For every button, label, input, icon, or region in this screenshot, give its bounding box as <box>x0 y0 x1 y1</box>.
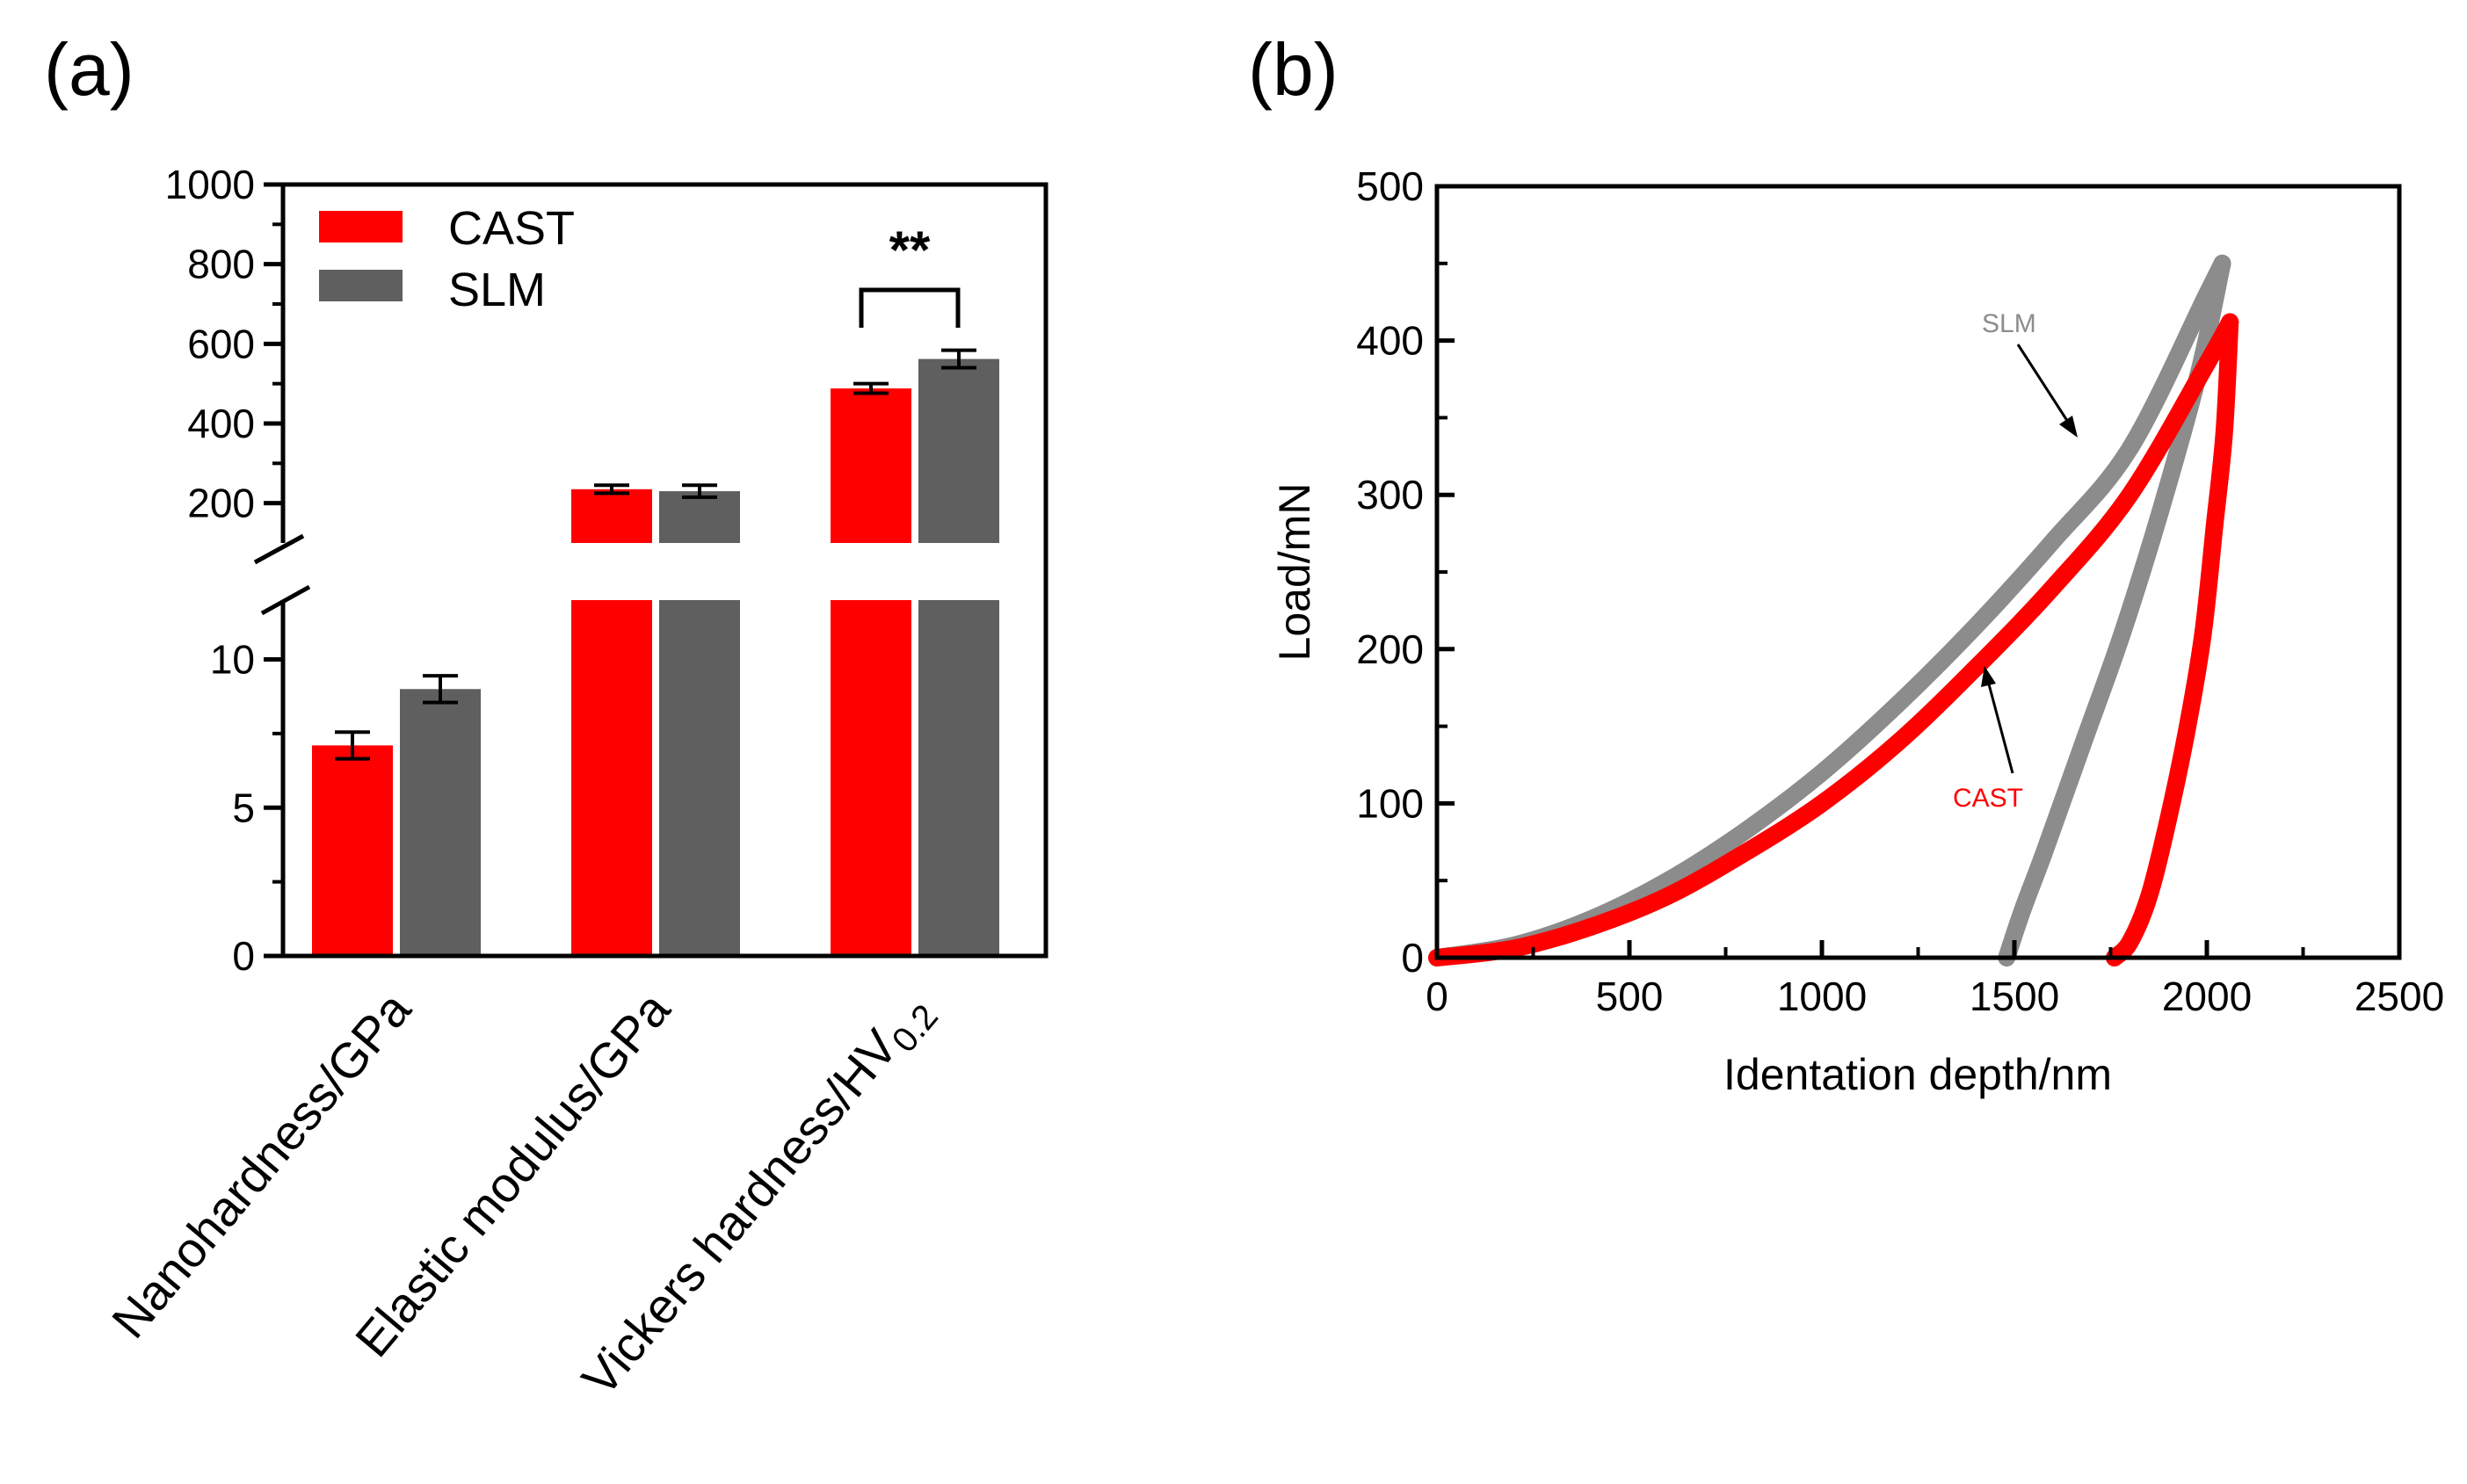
legend-swatch-slm <box>319 270 403 301</box>
panel-a-significance: ** <box>859 221 961 328</box>
slm-error-bar-2 <box>941 348 976 370</box>
upper-y-tick-label-600: 600 <box>187 321 255 366</box>
category-label-nanohardness: Nanohardness/GPa <box>101 981 422 1349</box>
panel-b-label: (b) <box>1248 28 1339 111</box>
annotation-cast-arrow <box>1986 680 2014 774</box>
panel-b-annotations: SLM CAST <box>1953 309 2078 813</box>
slm-bar-2-lower <box>918 600 999 956</box>
upper-y-tick-label-800: 800 <box>187 242 255 287</box>
panel-a-break-marks <box>253 533 311 616</box>
significance-bracket <box>859 287 961 328</box>
legend-swatch-cast <box>319 211 403 243</box>
panel-a-label: (a) <box>44 28 134 111</box>
cast-bar-1-lower <box>571 600 652 956</box>
panel-b-y-axis-title: Load/mN <box>1270 483 1319 662</box>
slm-bar-1-lower <box>659 600 740 956</box>
panel-a-categories: Nanohardness/GPa Elastic modulus/GPa Vic… <box>101 981 946 1407</box>
lower-y-tick-label-10: 10 <box>210 637 255 683</box>
panel-a-y-ticks: 0 5 10 200 400 600 800 1000 <box>165 162 283 979</box>
slm-bar-2-upper <box>918 358 999 543</box>
slm-bar-0 <box>400 689 481 956</box>
cast-unloading-curve <box>2105 313 2239 966</box>
y-tick-label-200: 200 <box>1356 626 1424 672</box>
x-tick-label-0: 0 <box>1426 974 1448 1019</box>
cast-bar-2-upper <box>831 388 911 543</box>
y-tick-label-500: 500 <box>1356 163 1424 209</box>
slm-loading-curve <box>1428 254 2231 966</box>
x-tick-label-2000: 2000 <box>2162 974 2252 1019</box>
x-tick-label-2500: 2500 <box>2355 974 2444 1019</box>
panel-b-ticks: 0 500 1000 1500 2000 2500 0 100 200 300 400 500 <box>1356 163 2444 1019</box>
cast-error-bar-0 <box>335 730 370 761</box>
y-tick-label-100: 100 <box>1356 780 1424 826</box>
annotation-cast-label: CAST <box>1953 784 2023 813</box>
lower-y-tick-label-5: 5 <box>232 785 255 830</box>
annotation-cast-arrowhead <box>1981 666 1996 687</box>
panel-a-bar-chart: (a) 0 5 10 200 400 600 800 1000 CAST SLM ** Nan… <box>44 28 1048 1407</box>
slm-error-bar-0 <box>423 674 458 705</box>
panel-a-axes <box>253 182 1048 959</box>
panel-a-error-bars <box>335 348 976 761</box>
upper-y-tick-label-200: 200 <box>187 481 255 526</box>
legend-label-cast: CAST <box>448 202 575 255</box>
cast-bar-1-upper <box>571 489 652 543</box>
lower-y-tick-label-0: 0 <box>232 933 255 979</box>
y-tick-label-300: 300 <box>1356 472 1424 518</box>
cast-bar-2-lower <box>831 600 911 956</box>
cast-error-bar-1 <box>594 483 629 496</box>
slm-error-bar-1 <box>682 483 717 499</box>
panel-a-bars <box>312 358 999 956</box>
legend-label-slm: SLM <box>448 264 546 316</box>
annotation-slm-label: SLM <box>1982 309 2036 338</box>
annotation-slm-arrowhead <box>2059 416 2078 438</box>
panel-a-legend: CAST SLM <box>319 202 575 316</box>
slm-bar-1-upper <box>659 491 740 543</box>
y-tick-label-0: 0 <box>1401 935 1424 981</box>
cast-loading-curve <box>1428 313 2239 966</box>
cast-error-bar-2 <box>853 381 889 395</box>
upper-y-tick-label-1000: 1000 <box>165 162 255 207</box>
upper-y-tick-label-400: 400 <box>187 401 255 446</box>
panel-b-line-chart: (b) 0 500 1000 1500 2000 2500 0 100 200 300 400 500… <box>1248 28 2444 1099</box>
panel-b-plot-frame <box>1434 184 2402 960</box>
cast-bar-0 <box>312 745 393 956</box>
y-tick-label-400: 400 <box>1356 318 1424 364</box>
x-tick-label-1000: 1000 <box>1777 974 1867 1019</box>
panel-b-curves <box>1428 254 2239 966</box>
x-tick-label-500: 500 <box>1596 974 1664 1019</box>
significance-label: ** <box>889 221 931 279</box>
panel-a-upper-frame <box>280 182 1048 959</box>
panel-b-x-axis-title: Identation depth/nm <box>1723 1050 2112 1099</box>
x-tick-label-1500: 1500 <box>1970 974 2059 1019</box>
annotation-slm-arrow <box>2016 344 2074 430</box>
